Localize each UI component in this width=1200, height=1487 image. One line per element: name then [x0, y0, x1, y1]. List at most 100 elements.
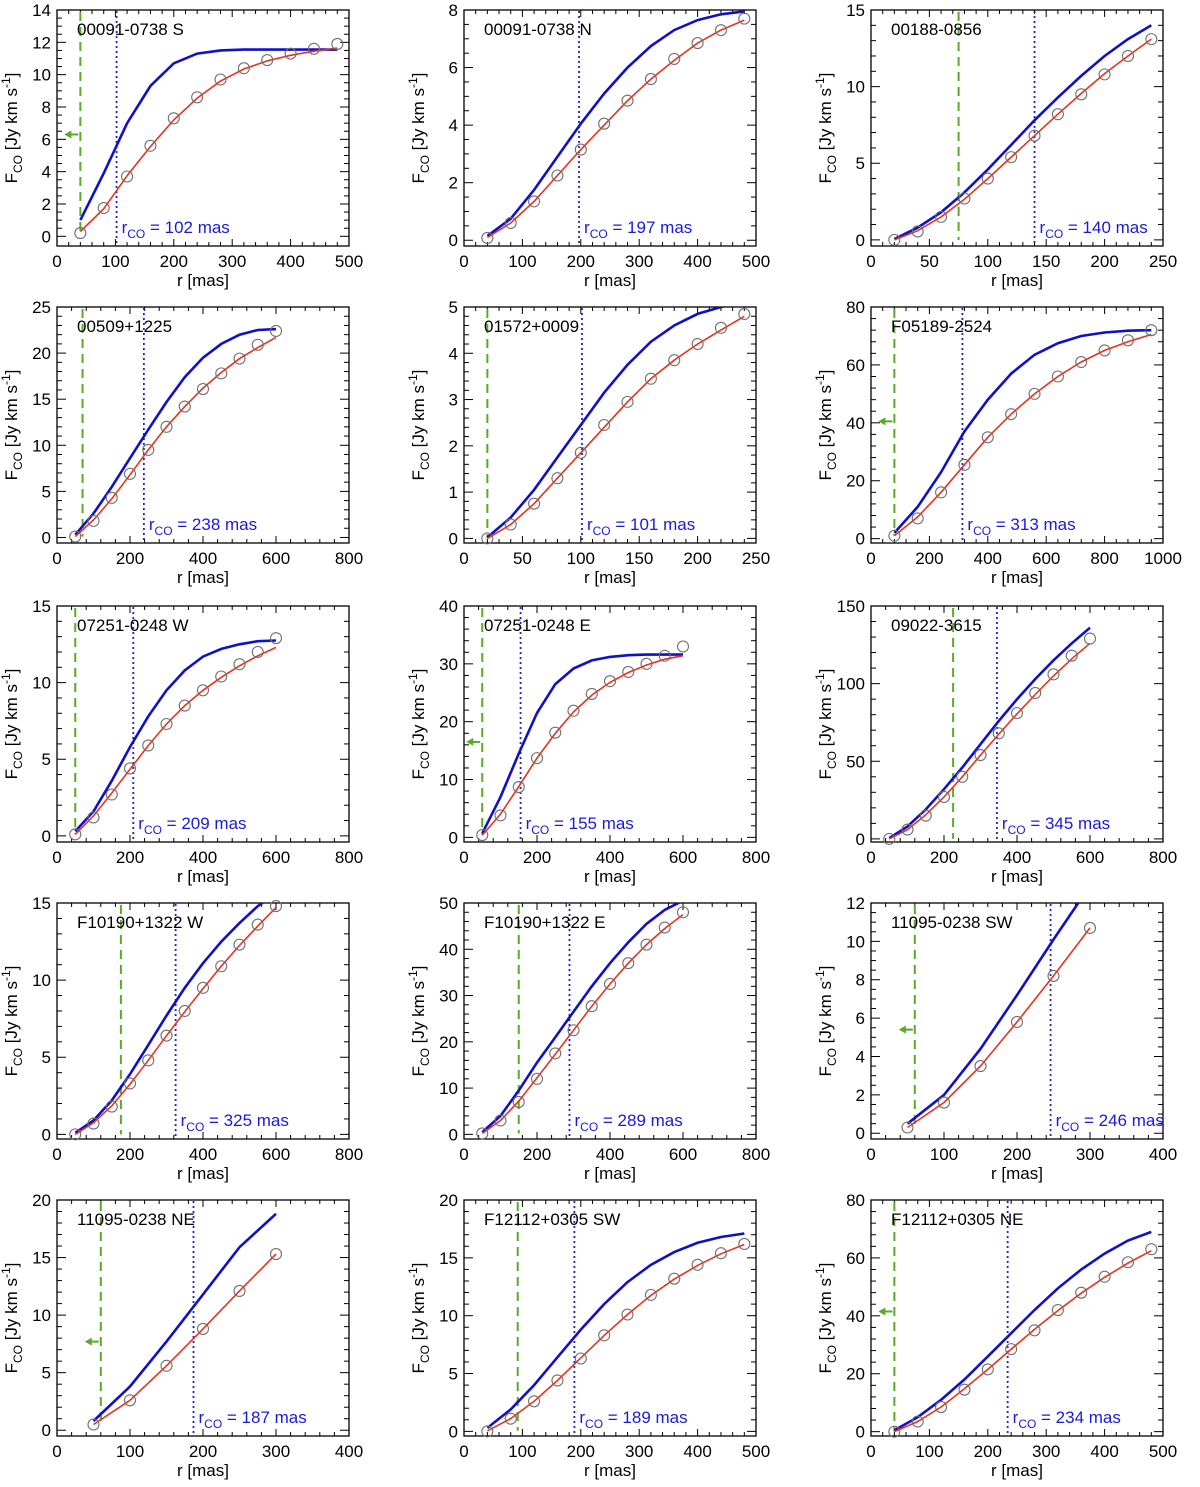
data-point — [191, 91, 204, 104]
x-axis-label: r [mas] — [991, 1461, 1043, 1480]
y-axis-label: FCO [Jy km s-1] — [0, 370, 25, 481]
x-tick-label: 800 — [335, 549, 363, 568]
y-tick-label: 12 — [846, 894, 865, 913]
data-point — [123, 762, 137, 775]
data-point — [640, 938, 653, 951]
panel: 0 100 200 300 400 0 2 4 6 8 10 12 r [mas] FCO [Jy km … — [813, 894, 1177, 1183]
data-point — [69, 828, 82, 841]
series-model-curve — [893, 328, 1152, 534]
x-tick-label: 200 — [567, 1442, 595, 1461]
x-tick-label: 100 — [930, 1145, 958, 1164]
data-point — [574, 446, 587, 459]
series-fit-curve — [487, 1243, 745, 1432]
x-tick-label: 200 — [116, 549, 144, 568]
x-tick-label: 100 — [974, 252, 1002, 271]
y-tick-label: 5 — [856, 154, 865, 173]
data-point — [658, 921, 671, 934]
data-point — [233, 658, 246, 671]
y-tick-label: 10 — [439, 1079, 458, 1098]
x-tick-label: 250 — [742, 549, 770, 568]
data-point — [233, 938, 246, 951]
y-tick-label: 15 — [846, 1, 865, 20]
x-tick-label: 100 — [567, 549, 595, 568]
data-point — [481, 1425, 494, 1438]
x-tick-label: 0 — [52, 1145, 61, 1164]
x-tick-label: 200 — [160, 252, 188, 271]
rco-label: rCO = 289 mas — [574, 1111, 682, 1134]
x-axis-label: r [mas] — [177, 271, 229, 290]
data-point — [160, 420, 173, 433]
rco-label: rCO = 325 mas — [181, 1111, 289, 1134]
data-point — [528, 195, 541, 208]
y-tick-label: 5 — [449, 1365, 458, 1384]
data-point — [97, 201, 110, 215]
data-point — [196, 684, 210, 697]
panel: 0 200 400 600 800 0 10 20 30 40 r [mas] FCO [Jy km … — [406, 597, 770, 886]
series-fit-curve — [74, 646, 277, 835]
data-point — [738, 1237, 751, 1251]
data-point — [901, 823, 914, 836]
panel: 0 200 400 600 800 0 5 10 15 r [mas] FCO [Jy km s-1… — [0, 894, 363, 1183]
y-tick-label: 6 — [449, 59, 458, 78]
plot-frame — [870, 306, 1164, 544]
x-tick-label: 600 — [1076, 848, 1104, 867]
data-point — [476, 1127, 489, 1140]
y-tick-label: 2 — [856, 1086, 865, 1105]
panel-title: F12112+0305 SW — [484, 1210, 620, 1229]
x-tick-label: 200 — [974, 1442, 1002, 1461]
panel: 0 100 200 300 400 0 5 10 15 20 r [mas] FCO [Jy km s… — [0, 1191, 363, 1480]
data-point — [269, 324, 283, 338]
y-axis-label: FCO [Jy km s-1] — [813, 669, 839, 780]
y-tick-label: 2 — [42, 195, 51, 214]
data-point — [622, 665, 635, 678]
y-tick-label: 20 — [846, 1365, 865, 1384]
data-point — [142, 739, 155, 752]
data-point — [494, 809, 507, 822]
y-axis-label: FCO [Jy km s-1] — [406, 669, 432, 780]
x-axis-label: r [mas] — [584, 1164, 636, 1183]
y-axis-label: FCO [Jy km s-1] — [406, 370, 432, 481]
y-tick-label: 0 — [856, 231, 865, 250]
data-point — [883, 832, 896, 845]
y-axis-label: FCO [Jy km s-1] — [813, 370, 839, 481]
data-point — [911, 225, 924, 238]
data-point — [215, 367, 228, 380]
data-point — [981, 1363, 994, 1376]
data-point — [549, 726, 562, 739]
plot-frame — [870, 605, 1164, 843]
x-tick-label: 600 — [262, 848, 290, 867]
data-point — [621, 395, 634, 408]
y-axis-label: FCO [Jy km s-1] — [813, 1263, 839, 1374]
data-point — [714, 24, 728, 37]
x-tick-label: 400 — [276, 252, 304, 271]
rco-label: rCO = 101 mas — [587, 515, 695, 538]
x-tick-label: 0 — [866, 1442, 875, 1461]
plot-frame — [463, 605, 757, 843]
data-point — [981, 172, 994, 185]
data-point — [160, 1029, 173, 1042]
beam-arrow-head — [898, 1025, 906, 1034]
rco-label: rCO = 189 mas — [579, 1408, 687, 1431]
data-point — [676, 640, 690, 653]
beam-arrow-head — [878, 417, 886, 426]
x-tick-label: 400 — [1090, 1442, 1118, 1461]
series-model-curve — [481, 903, 682, 1134]
y-tick-label: 0 — [42, 528, 51, 547]
beam-arrow-head — [878, 1307, 886, 1316]
y-tick-label: 0 — [42, 1125, 51, 1144]
panel-title: 07251-0248 E — [484, 616, 591, 635]
data-point — [621, 1308, 634, 1321]
data-point — [215, 960, 228, 973]
x-tick-label: 200 — [567, 252, 595, 271]
x-tick-label: 800 — [1090, 549, 1118, 568]
x-tick-label: 100 — [508, 252, 536, 271]
x-tick-label: 600 — [1032, 549, 1060, 568]
y-tick-label: 15 — [32, 894, 51, 913]
data-point — [551, 472, 564, 485]
data-point — [530, 1072, 544, 1085]
y-tick-label: 60 — [846, 1249, 865, 1268]
data-point — [512, 780, 525, 794]
data-point — [911, 512, 924, 525]
y-tick-label: 6 — [856, 1009, 865, 1028]
plot-area — [486, 10, 745, 245]
